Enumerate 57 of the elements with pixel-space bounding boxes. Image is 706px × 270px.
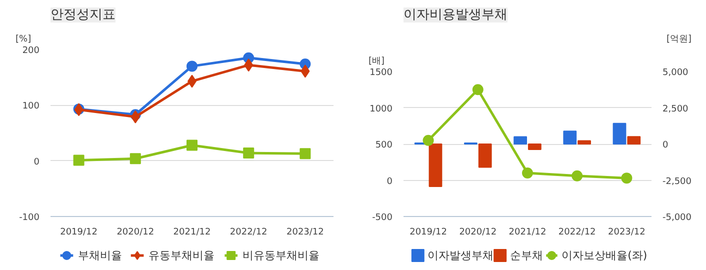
y-tick-label: 200 [22,46,40,56]
bar [563,130,577,144]
point [244,58,254,72]
bar [627,136,641,144]
chart-title: 안정성지표 [50,8,116,22]
y2-axis-title: [억원] [666,34,692,44]
y2-tick-label: -5,000 [662,213,692,223]
point [186,60,198,72]
y-tick-label: -500 [372,213,393,223]
x-tick-label: 2023/12 [286,228,324,238]
bar [514,136,528,144]
y-axis-title: [%] [16,34,32,44]
point [243,148,254,159]
y-tick-label: 1500 [370,68,393,78]
legend-label: 이자발생부채 [428,249,494,262]
y2-tick-label: 0 [662,140,668,150]
y2-tick-label: 2,500 [662,104,689,114]
y-tick-label: 0 [34,157,40,168]
y-tick-label: -100 [19,213,40,223]
y-tick-label: 100 [22,102,40,112]
point [130,110,140,124]
y-tick-label: 500 [375,140,393,150]
y-axis-title: [배] [368,56,385,66]
point [522,168,533,178]
bar [612,122,626,144]
point [300,64,310,78]
legend-label: 순부채 [510,249,543,262]
bar [578,140,591,144]
point [422,134,434,146]
point [300,148,311,160]
chart-title: 이자비용발생부채 [404,8,508,22]
legend-label: 유동부채비율 [148,249,215,262]
x-tick-label: 2021/12 [173,228,211,238]
x-tick-label: 2020/12 [116,228,154,238]
bar [478,144,492,168]
point [621,172,632,184]
legend-label: 비유동부채비율 [242,249,320,262]
y-tick-label: 0 [386,176,393,187]
y2-tick-label: 5,000 [662,68,689,78]
x-tick-label: 2019/12 [410,228,447,238]
legend-label: 부채비율 [78,249,122,262]
x-tick-label: 2021/12 [508,228,546,238]
x-tick-label: 2020/12 [459,228,497,238]
y-tick-label: 1000 [370,104,393,114]
point [130,153,141,164]
legend-label: 이자보상배율(좌) [562,249,648,262]
bar [528,144,542,150]
point [73,154,84,166]
x-tick-label: 2023/12 [608,228,646,238]
y2-tick-label: -2,500 [662,176,692,187]
point [572,170,583,182]
bar [428,144,442,187]
x-tick-label: 2022/12 [558,228,596,238]
point [472,84,484,96]
x-tick-label: 2019/12 [60,228,98,238]
point [186,140,198,151]
x-tick-label: 2022/12 [230,228,268,238]
